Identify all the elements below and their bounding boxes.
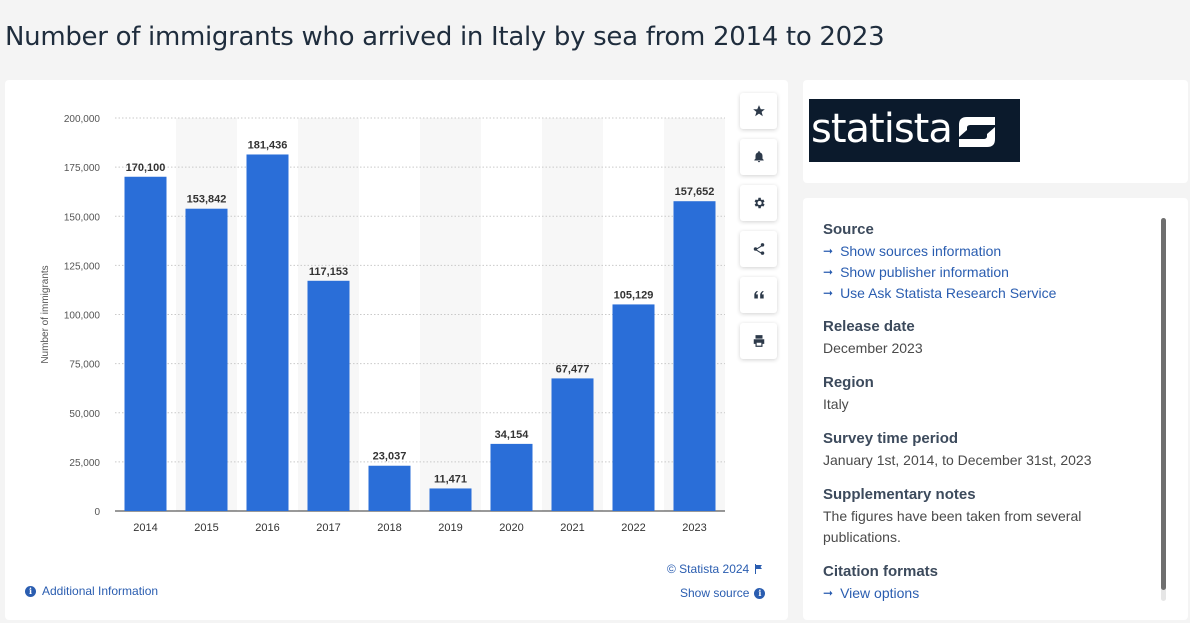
arrow-right-icon: ➞ xyxy=(823,586,834,600)
bar-2020[interactable] xyxy=(490,443,533,511)
share-icon xyxy=(753,243,764,255)
statista-mark-icon xyxy=(959,117,995,147)
y-axis-label: Number of immigrants xyxy=(40,265,51,363)
link-text: Show sources information xyxy=(840,243,1002,259)
source-heading: Source xyxy=(823,221,874,238)
bar-2021[interactable] xyxy=(551,378,594,511)
region-heading: Region xyxy=(823,374,874,391)
y-tick-label: 100,000 xyxy=(64,311,101,322)
bar-2014[interactable] xyxy=(124,176,167,511)
arrow-right-icon: ➞ xyxy=(823,286,834,300)
supplementary-notes-heading: Supplementary notes xyxy=(823,486,976,503)
y-tick-label: 200,000 xyxy=(64,114,101,125)
x-tick-label: 2022 xyxy=(621,522,645,534)
bar-2022[interactable] xyxy=(612,304,655,511)
print-icon xyxy=(753,335,764,347)
x-tick-label: 2016 xyxy=(255,522,279,534)
y-tick-label: 25,000 xyxy=(69,458,100,469)
data-label: 181,436 xyxy=(248,139,288,151)
category-band xyxy=(420,118,481,511)
flag-icon xyxy=(755,564,763,574)
y-tick-label: 75,000 xyxy=(69,360,100,371)
y-tick-label: 50,000 xyxy=(69,409,100,420)
print-button[interactable] xyxy=(740,323,777,359)
survey-period-value: January 1st, 2014, to December 31st, 202… xyxy=(823,452,1092,468)
notification-button[interactable] xyxy=(740,139,777,175)
show-source-text: Show source xyxy=(680,586,750,600)
bar-2023[interactable] xyxy=(673,201,716,512)
data-label: 11,471 xyxy=(434,473,467,485)
x-tick-label: 2017 xyxy=(316,522,340,534)
info-icon: i xyxy=(25,585,36,597)
data-label: 67,477 xyxy=(556,363,590,375)
arrow-right-icon: ➞ xyxy=(823,265,834,279)
show-publisher-link[interactable]: ➞ Show publisher information xyxy=(823,262,1153,283)
y-tick-label: 150,000 xyxy=(64,212,101,223)
share-button[interactable] xyxy=(740,231,777,267)
link-text: Use Ask Statista Research Service xyxy=(840,285,1057,301)
copyright-text: © Statista 2024 xyxy=(667,562,750,576)
statista-logo[interactable]: statista xyxy=(809,99,1020,162)
show-sources-link[interactable]: ➞ Show sources information xyxy=(823,241,1153,262)
bar-2015[interactable] xyxy=(185,208,228,511)
link-text: View options xyxy=(840,585,920,601)
y-tick-label: 125,000 xyxy=(64,261,101,272)
copyright-notice[interactable]: © Statista 2024 xyxy=(667,562,763,576)
data-label: 117,153 xyxy=(309,266,348,278)
bar-2016[interactable] xyxy=(246,154,289,511)
citation-formats-heading: Citation formats xyxy=(823,563,939,580)
data-label: 23,037 xyxy=(373,451,407,463)
bar-chart: 0 25,000 50,000 75,000 100,000 125,000 150,000… xyxy=(40,114,725,534)
release-date-value: December 2023 xyxy=(823,340,923,356)
survey-period-heading: Survey time period xyxy=(823,430,959,447)
x-tick-label: 2020 xyxy=(499,522,523,534)
bar-2017[interactable] xyxy=(307,280,350,511)
x-tick-label: 2014 xyxy=(133,522,157,534)
data-label: 34,154 xyxy=(495,429,530,441)
data-label: 153,842 xyxy=(187,194,227,206)
data-label: 105,129 xyxy=(614,289,654,301)
arrow-right-icon: ➞ xyxy=(823,244,834,258)
view-options-link[interactable]: ➞ View options xyxy=(823,583,1153,604)
scrollbar-thumb[interactable] xyxy=(1161,218,1166,590)
gear-icon xyxy=(754,197,765,209)
quote-icon xyxy=(753,290,764,299)
cite-button[interactable] xyxy=(740,277,777,313)
x-tick-label: 2018 xyxy=(377,522,401,534)
logo-card: statista xyxy=(803,80,1188,183)
x-tick-label: 2021 xyxy=(560,522,584,534)
x-tick-label: 2015 xyxy=(194,522,218,534)
bar-2018[interactable] xyxy=(368,465,411,511)
logo-text: statista xyxy=(811,106,953,152)
source-info-panel: Source ➞ Show sources information ➞ Show… xyxy=(803,198,1188,620)
bar-2019[interactable] xyxy=(429,488,472,511)
ask-statista-link[interactable]: ➞ Use Ask Statista Research Service xyxy=(823,283,1153,304)
show-source-link[interactable]: Show source i xyxy=(680,586,766,600)
release-date-heading: Release date xyxy=(823,318,915,335)
y-tick-label: 0 xyxy=(94,507,100,518)
data-label: 157,652 xyxy=(675,186,715,198)
link-text: Show publisher information xyxy=(840,264,1009,280)
favorite-button[interactable] xyxy=(740,93,777,129)
region-value: Italy xyxy=(823,396,849,412)
info-icon: i xyxy=(754,587,766,599)
settings-button[interactable] xyxy=(740,185,777,221)
additional-information-text: Additional Information xyxy=(42,584,159,598)
star-icon xyxy=(752,105,765,117)
x-tick-label: 2023 xyxy=(682,522,706,534)
chart-card: 0 25,000 50,000 75,000 100,000 125,000 150,000… xyxy=(5,80,788,620)
scrollbar[interactable] xyxy=(1161,218,1166,601)
data-label: 170,100 xyxy=(126,162,166,174)
y-tick-label: 175,000 xyxy=(64,163,101,174)
bell-icon xyxy=(753,151,764,163)
x-tick-label: 2019 xyxy=(438,522,462,534)
supplementary-notes-value: The figures have been taken from several… xyxy=(823,508,1082,545)
page-title: Number of immigrants who arrived in Ital… xyxy=(5,22,885,52)
additional-information-link[interactable]: i Additional Information xyxy=(25,584,158,598)
